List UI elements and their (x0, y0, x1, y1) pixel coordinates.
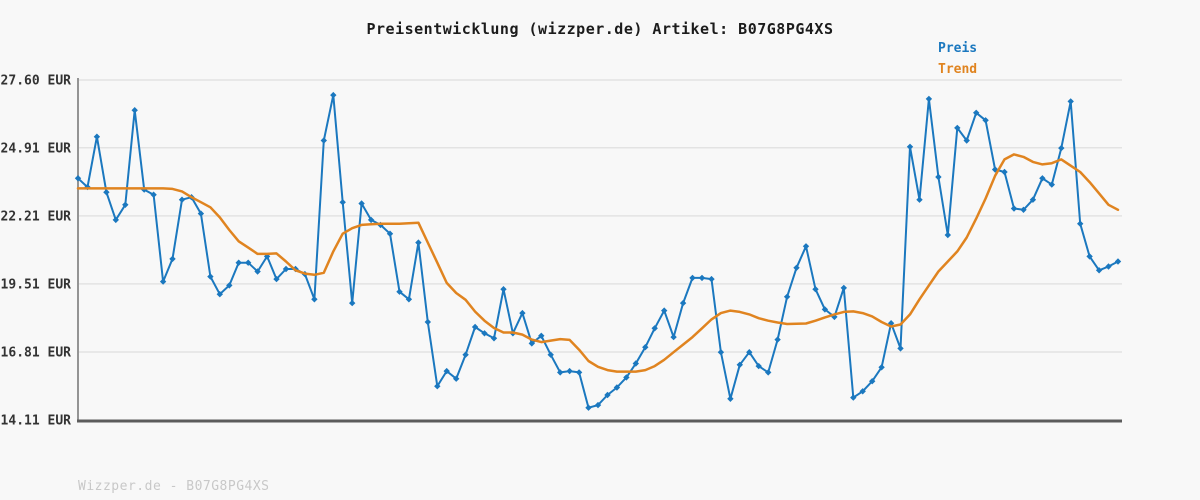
legend-item-trend: Trend (938, 62, 978, 77)
trend-line (76, 153, 1120, 373)
y-axis-tick-label: 19.51 EUR (1, 277, 72, 292)
preis-point-markers (74, 91, 1122, 411)
legend-item-preis: Preis (938, 41, 978, 56)
y-axis-tick-label: 24.91 EUR (1, 141, 72, 156)
chart-legend: Preis Trend (938, 38, 977, 80)
y-axis-tick-label: 16.81 EUR (1, 345, 72, 360)
y-axis-tick-label: 22.21 EUR (1, 209, 72, 224)
y-axis-tick-label: 14.11 EUR (1, 414, 72, 429)
chart-title: Preisentwicklung (wizzper.de) Artikel: B… (366, 20, 834, 38)
y-axis-tick-label: 27.60 EUR (1, 74, 72, 89)
preis-line (77, 94, 1119, 409)
watermark-text: Wizzper.de - B07G8PG4XS (78, 479, 270, 494)
